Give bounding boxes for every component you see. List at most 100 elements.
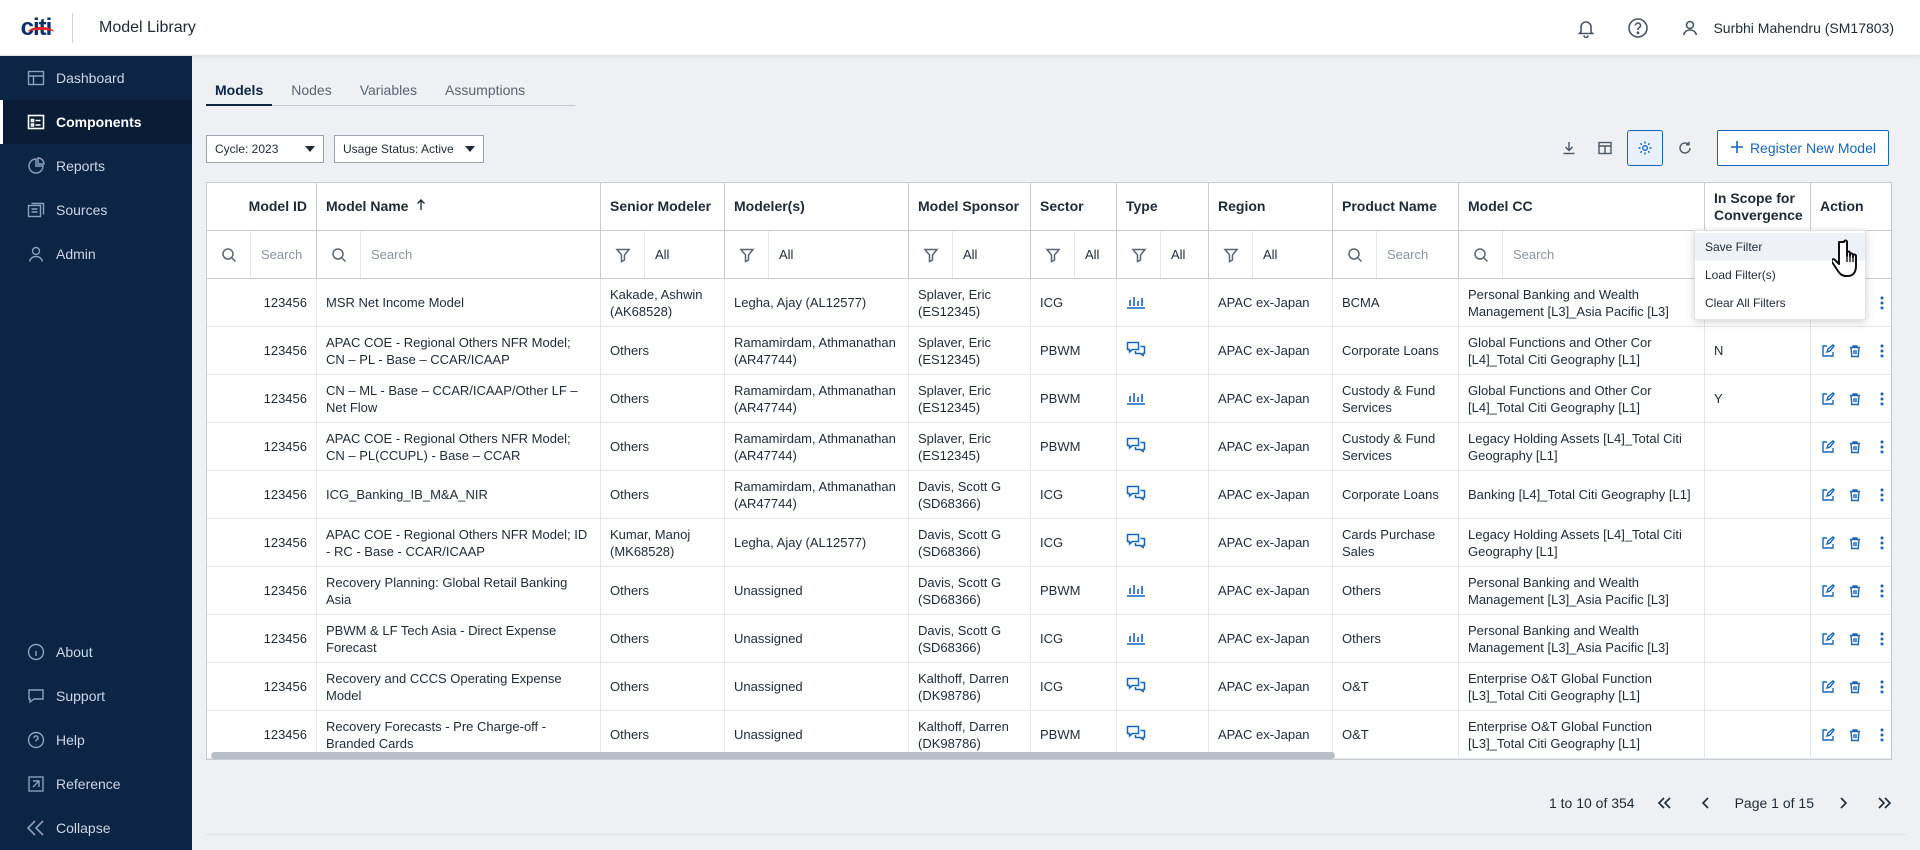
column-header-model-sponsor[interactable]: Model Sponsor: [909, 183, 1031, 230]
search-icon[interactable]: [1459, 231, 1503, 278]
table-row[interactable]: 123456 APAC COE - Regional Others NFR Mod…: [207, 327, 1891, 375]
column-header-product-name[interactable]: Product Name: [1333, 183, 1459, 230]
funnel-icon[interactable]: [1117, 231, 1161, 278]
more-options-icon[interactable]: [1874, 389, 1889, 409]
trash-icon[interactable]: [1848, 677, 1863, 697]
column-search-input[interactable]: Search: [261, 247, 303, 262]
tab-assumptions[interactable]: Assumptions: [445, 82, 526, 98]
trash-icon[interactable]: [1848, 437, 1863, 457]
column-filter-value[interactable]: All: [1263, 247, 1278, 262]
next-page-icon[interactable]: [1828, 788, 1858, 818]
search-icon[interactable]: [1333, 231, 1377, 278]
more-options-icon[interactable]: [1874, 677, 1889, 697]
sidebar-item-reports[interactable]: Reports: [0, 144, 192, 188]
usage-status-select[interactable]: Usage Status: Active: [334, 135, 484, 163]
column-filter-region[interactable]: All: [1209, 231, 1333, 278]
help-circle-icon[interactable]: [1625, 15, 1651, 41]
column-header-action[interactable]: Action: [1811, 183, 1891, 230]
edit-icon[interactable]: [1821, 725, 1836, 745]
column-filter-modelers[interactable]: All: [725, 231, 909, 278]
trash-icon[interactable]: [1848, 629, 1863, 649]
trash-icon[interactable]: [1848, 341, 1863, 361]
column-filter-value[interactable]: All: [1171, 247, 1186, 262]
column-filter-model-name[interactable]: Search: [317, 231, 601, 278]
sidebar-item-admin[interactable]: Admin: [0, 232, 192, 276]
sidebar-item-support[interactable]: Support: [0, 674, 192, 718]
bell-icon[interactable]: [1573, 15, 1599, 41]
download-icon[interactable]: [1555, 134, 1583, 162]
columns-icon[interactable]: [1591, 134, 1619, 162]
edit-icon[interactable]: [1821, 389, 1836, 409]
edit-icon[interactable]: [1821, 629, 1836, 649]
trash-icon[interactable]: [1848, 725, 1863, 745]
more-options-icon[interactable]: [1874, 293, 1889, 313]
funnel-icon[interactable]: [601, 231, 645, 278]
search-icon[interactable]: [317, 231, 361, 278]
more-options-icon[interactable]: [1874, 581, 1889, 601]
sidebar-item-reference[interactable]: Reference: [0, 762, 192, 806]
sidebar-item-dashboard[interactable]: Dashboard: [0, 56, 192, 100]
column-filter-value[interactable]: All: [655, 247, 670, 262]
table-row[interactable]: 123456 MSR Net Income Model Kakade, Ashwin…: [207, 279, 1891, 327]
tab-nodes[interactable]: Nodes: [291, 82, 332, 98]
column-header-model-name[interactable]: Model Name: [317, 183, 601, 230]
funnel-icon[interactable]: [909, 231, 953, 278]
trash-icon[interactable]: [1848, 533, 1863, 553]
table-row[interactable]: 123456 Recovery and CCCS Operating Expens…: [207, 663, 1891, 711]
filter-settings-icon[interactable]: [1626, 130, 1663, 166]
edit-icon[interactable]: [1821, 581, 1836, 601]
tab-models[interactable]: Models: [206, 80, 273, 106]
column-search-input[interactable]: Search: [1513, 247, 1555, 262]
column-header-sector[interactable]: Sector: [1031, 183, 1117, 230]
column-filter-sector[interactable]: All: [1031, 231, 1117, 278]
column-filter-model-id[interactable]: Search: [207, 231, 317, 278]
register-new-model-button[interactable]: Register New Model: [1716, 130, 1889, 166]
table-row[interactable]: 123456 ICG_Banking_IB_M&A_NIR Others Ramami…: [207, 471, 1891, 519]
more-options-icon[interactable]: [1874, 341, 1889, 361]
column-search-input[interactable]: Search: [371, 247, 413, 262]
table-row[interactable]: 123456 Recovery Planning: Global Retail B…: [207, 567, 1891, 615]
column-filter-type[interactable]: All: [1117, 231, 1209, 278]
edit-icon[interactable]: [1821, 485, 1836, 505]
horizontal-scrollbar[interactable]: [211, 752, 1335, 759]
user-menu[interactable]: Surbhi Mahendru (SM17803): [1677, 15, 1894, 41]
column-filter-model-cc[interactable]: Search: [1459, 231, 1705, 278]
column-header-senior-modeler[interactable]: Senior Modeler: [601, 183, 725, 230]
sidebar-item-collapse[interactable]: Collapse: [0, 806, 192, 850]
table-row[interactable]: 123456 APAC COE - Regional Others NFR Mod…: [207, 519, 1891, 567]
column-header-modelers[interactable]: Modeler(s): [725, 183, 909, 230]
sidebar-item-about[interactable]: About: [0, 630, 192, 674]
table-row[interactable]: 123456 APAC COE - Regional Others NFR Mod…: [207, 423, 1891, 471]
column-header-model-cc[interactable]: Model CC: [1459, 183, 1705, 230]
tab-variables[interactable]: Variables: [359, 82, 418, 98]
more-options-icon[interactable]: [1874, 485, 1889, 505]
edit-icon[interactable]: [1821, 437, 1836, 457]
trash-icon[interactable]: [1848, 389, 1863, 409]
cycle-select[interactable]: Cycle: 2023: [206, 135, 324, 163]
column-filter-value[interactable]: All: [963, 247, 978, 262]
more-options-icon[interactable]: [1874, 533, 1889, 553]
search-icon[interactable]: [207, 231, 251, 278]
column-header-type[interactable]: Type: [1117, 183, 1209, 230]
sort-ascending-icon[interactable]: [416, 198, 426, 215]
sidebar-item-sources[interactable]: Sources: [0, 188, 192, 232]
funnel-icon[interactable]: [1209, 231, 1253, 278]
column-header-in-scope[interactable]: In Scope for Convergence: [1705, 183, 1811, 230]
more-options-icon[interactable]: [1874, 629, 1889, 649]
sidebar-item-components[interactable]: Components: [0, 100, 192, 144]
trash-icon[interactable]: [1848, 581, 1863, 601]
menu-item-load-filter-s[interactable]: Load Filter(s): [1705, 268, 1776, 282]
refresh-icon[interactable]: [1671, 134, 1699, 162]
table-row[interactable]: 123456 PBWM & LF Tech Asia - Direct Expen…: [207, 615, 1891, 663]
column-search-input[interactable]: Search: [1387, 247, 1429, 262]
column-filter-model-sponsor[interactable]: All: [909, 231, 1031, 278]
trash-icon[interactable]: [1848, 485, 1863, 505]
more-options-icon[interactable]: [1874, 437, 1889, 457]
column-header-region[interactable]: Region: [1209, 183, 1333, 230]
column-filter-value[interactable]: All: [779, 247, 794, 262]
funnel-icon[interactable]: [1031, 231, 1075, 278]
column-filter-product-name[interactable]: Search: [1333, 231, 1459, 278]
edit-icon[interactable]: [1821, 533, 1836, 553]
table-row[interactable]: 123456 CN – ML - Base – CCAR/ICAAP/Other …: [207, 375, 1891, 423]
sidebar-item-help[interactable]: Help: [0, 718, 192, 762]
